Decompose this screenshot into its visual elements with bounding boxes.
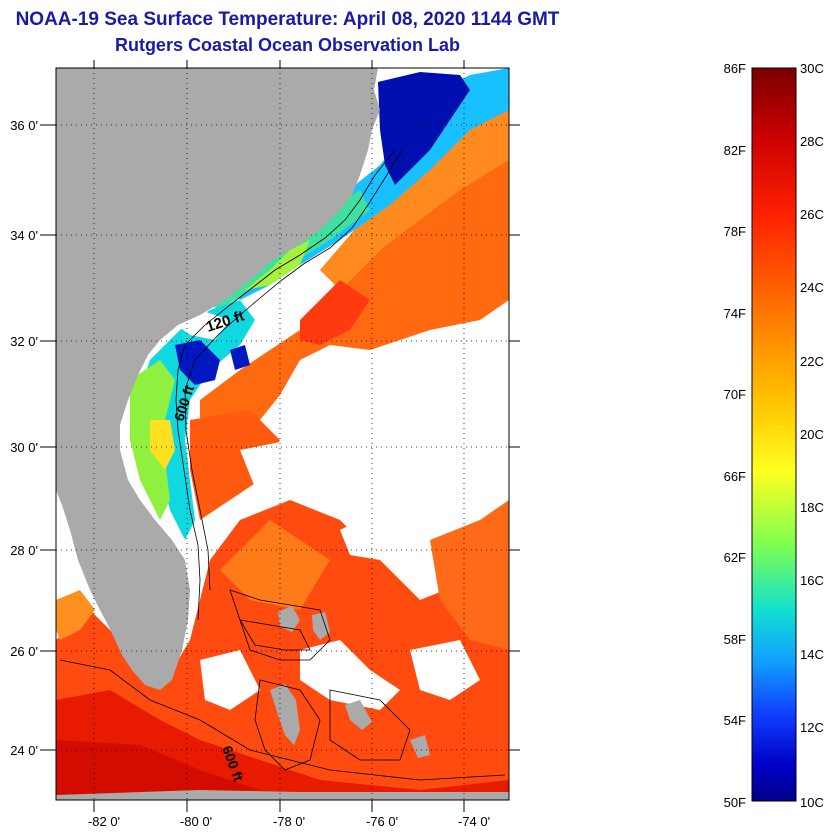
bathymetry-contours <box>59 149 506 781</box>
lat-label: 26 0' <box>10 644 38 659</box>
f-label: 50F <box>724 795 746 810</box>
colorbar-celsius-labels: 30C 28C 26C 24C 22C 20C 18C 16C 14C 12C … <box>800 61 824 810</box>
map-subtitle: Rutgers Coastal Ocean Observation Lab <box>114 35 461 55</box>
c-label: 24C <box>800 280 824 295</box>
lat-label: 30 0' <box>10 440 38 455</box>
c-label: 22C <box>800 354 824 369</box>
colorbar: 86F 82F 78F 74F 70F 66F 62F 58F 54F 50F … <box>724 61 824 810</box>
c-label: 26C <box>800 207 824 222</box>
map-title: NOAA-19 Sea Surface Temperature: April 0… <box>15 9 560 30</box>
f-label: 66F <box>724 469 746 484</box>
f-label: 58F <box>724 632 746 647</box>
lat-label: 32 0' <box>10 334 38 349</box>
f-label: 70F <box>724 387 746 402</box>
colorbar-fahrenheit-labels: 86F 82F 78F 74F 70F 66F 62F 58F 54F 50F <box>724 61 746 810</box>
lon-label: -78 0' <box>273 814 305 829</box>
c-label: 14C <box>800 647 824 662</box>
map-area: 120 ft 600 ft 600 ft <box>56 68 509 800</box>
f-label: 86F <box>724 61 746 76</box>
c-label: 18C <box>800 500 824 515</box>
lon-label: -82 0' <box>88 814 120 829</box>
f-label: 82F <box>724 143 746 158</box>
lon-label: -76 0' <box>366 814 398 829</box>
lat-label: 28 0' <box>10 543 38 558</box>
f-label: 62F <box>724 550 746 565</box>
c-label: 10C <box>800 795 824 810</box>
c-label: 28C <box>800 134 824 149</box>
c-label: 16C <box>800 573 824 588</box>
latitude-labels: 36 0' 34 0' 32 0' 30 0' 28 0' 26 0' 24 0… <box>10 118 38 758</box>
map-ticks <box>40 60 520 812</box>
f-label: 74F <box>724 306 746 321</box>
lat-label: 36 0' <box>10 118 38 133</box>
f-label: 78F <box>724 224 746 239</box>
longitude-labels: -82 0' -80 0' -78 0' -76 0' -74 0' <box>88 814 490 829</box>
cloud-patches <box>170 310 509 710</box>
c-label: 12C <box>800 720 824 735</box>
colorbar-gradient <box>751 67 797 802</box>
c-label: 30C <box>800 61 824 76</box>
lat-label: 24 0' <box>10 743 38 758</box>
lon-label: -80 0' <box>180 814 212 829</box>
lat-label: 34 0' <box>10 228 38 243</box>
land <box>56 68 509 800</box>
map-frame <box>55 67 510 801</box>
graticule <box>56 68 509 800</box>
c-label: 20C <box>800 427 824 442</box>
f-label: 54F <box>724 713 746 728</box>
lon-label: -74 0' <box>458 814 490 829</box>
